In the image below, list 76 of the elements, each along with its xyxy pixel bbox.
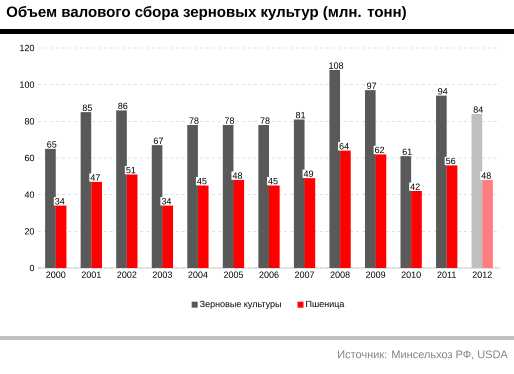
bar: [152, 145, 162, 268]
x-tick-label: 2003: [152, 272, 172, 278]
bar: [116, 110, 127, 268]
data-label: 61: [402, 148, 412, 155]
bar: [294, 119, 305, 268]
data-label: 108: [329, 62, 344, 69]
y-tick-label: 120: [20, 44, 34, 52]
x-tick-label: 2004: [188, 272, 208, 278]
data-label: 67: [154, 138, 163, 144]
text: Источник: Минсельхоз РФ, USDA: [338, 350, 508, 360]
bar: [162, 206, 174, 268]
x-tick-label: 2002: [117, 272, 136, 278]
data-label: 47: [90, 174, 100, 181]
legend-label: Пшеница: [306, 300, 344, 309]
y-tick-label: 60: [24, 154, 34, 162]
data-label: 85: [82, 104, 92, 111]
bar: [364, 90, 376, 268]
data-label: 45: [268, 178, 278, 184]
x-tick-label: 2000: [46, 272, 66, 278]
data-label: 42: [410, 184, 420, 190]
y-tick-label: 100: [20, 81, 34, 88]
x-tick-label: 2009: [366, 272, 386, 278]
data-label: 45: [197, 178, 207, 184]
data-label: 56: [446, 158, 456, 164]
data-label: 48: [232, 172, 242, 179]
bar: [304, 178, 316, 268]
bar: [411, 190, 422, 268]
bar: [329, 70, 340, 268]
chart-title: Объем валового сбора зерновых культур (млн. тонн): [6, 6, 406, 20]
x-tick-label: 2008: [330, 272, 350, 278]
bar: [482, 180, 493, 268]
x-tick-label: 2010: [402, 272, 421, 278]
data-label: 81: [296, 112, 306, 118]
data-label: 34: [162, 198, 172, 204]
data-label: 49: [304, 170, 314, 177]
bar: [233, 180, 244, 268]
x-tick-label: 2012: [472, 272, 492, 278]
y-tick-label: 80: [24, 118, 34, 125]
x-tick-label: 2011: [437, 272, 456, 278]
bar: [376, 154, 386, 268]
bar: [400, 156, 412, 268]
data-label: 51: [126, 167, 136, 174]
bar: [258, 124, 269, 268]
legend-label: Зерновые культуры: [200, 300, 281, 309]
bar: [222, 124, 234, 268]
data-label: 62: [375, 146, 384, 154]
data-label: 78: [260, 117, 270, 124]
data-label: 78: [224, 117, 234, 124]
bar: [472, 114, 482, 268]
data-label: 64: [340, 143, 349, 150]
bar: [45, 148, 56, 268]
bar: [269, 185, 280, 268]
x-tick-label: 2006: [259, 272, 279, 278]
data-label: 86: [118, 102, 128, 110]
data-label: 84: [474, 106, 483, 113]
data-label: 65: [47, 141, 56, 148]
data-label: 94: [438, 88, 448, 94]
bar: [56, 206, 66, 268]
data-label: 48: [481, 172, 491, 179]
bar: [198, 185, 209, 268]
bar: [446, 165, 458, 268]
bar: [91, 182, 102, 268]
y-tick-label: 20: [24, 228, 34, 235]
bar: [340, 150, 351, 268]
y-tick-label: 40: [24, 191, 34, 198]
data-label: 97: [367, 82, 376, 89]
x-tick-label: 2001: [82, 272, 101, 278]
y-tick-label: 0: [30, 264, 34, 272]
bar: [187, 124, 198, 268]
bar: [80, 112, 92, 268]
x-tick-label: 2007: [294, 272, 314, 278]
data-label: 78: [189, 117, 199, 124]
x-tick-label: 2005: [224, 272, 244, 278]
bar: [436, 96, 447, 268]
bar: [126, 174, 138, 268]
data-label: 34: [55, 198, 65, 204]
